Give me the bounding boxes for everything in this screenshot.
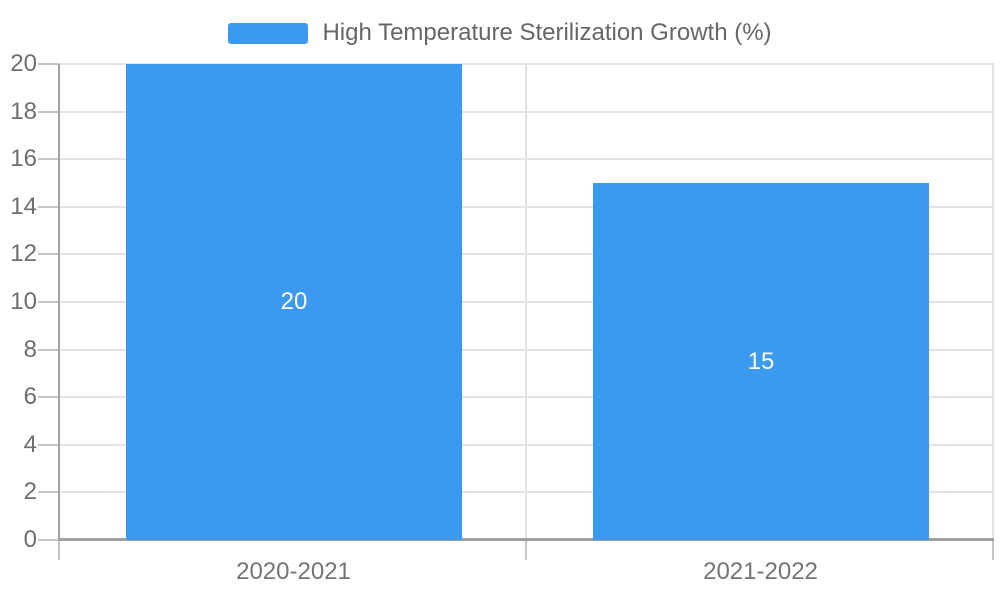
bar[interactable]: 15 xyxy=(593,183,929,540)
bar-value-label: 15 xyxy=(747,347,775,375)
y-grid-line xyxy=(60,63,994,65)
y-grid-line xyxy=(60,348,994,351)
y-axis-tick-label: 10 xyxy=(10,288,37,315)
y-axis-tick-label: 14 xyxy=(10,192,37,220)
y-axis-tick-mark xyxy=(38,63,60,65)
y-axis-line xyxy=(58,64,60,540)
y-axis-tick-label: 18 xyxy=(10,97,37,125)
y-axis-tick-mark xyxy=(38,539,60,541)
y-axis-tick-label: 2 xyxy=(23,478,37,506)
x-axis-category-label: 2021-2022 xyxy=(703,558,818,585)
y-axis-tick-mark xyxy=(38,443,60,446)
y-axis-tick-label: 6 xyxy=(23,383,37,411)
legend-swatch xyxy=(228,22,309,44)
x-axis-tick-mark xyxy=(58,540,60,560)
y-axis-tick-mark xyxy=(38,301,60,303)
y-axis-tick-mark xyxy=(38,253,60,256)
y-axis-tick-label: 20 xyxy=(10,50,37,77)
y-axis-tick-mark xyxy=(38,158,60,161)
x-axis-category-label: 2020-2021 xyxy=(236,558,351,585)
y-axis-tick-label: 0 xyxy=(23,526,37,553)
y-grid-line xyxy=(60,443,994,446)
y-axis-tick-mark xyxy=(38,110,60,113)
y-axis-tick-label: 12 xyxy=(10,240,37,268)
bar[interactable]: 20 xyxy=(126,64,462,540)
y-axis-tick-mark xyxy=(38,348,60,351)
y-grid-line xyxy=(60,253,994,256)
y-axis-tick-label: 8 xyxy=(23,335,37,363)
y-axis-tick-label: 4 xyxy=(23,430,37,458)
x-axis-line xyxy=(58,538,994,541)
y-grid-line xyxy=(60,301,994,303)
y-axis-tick-mark xyxy=(38,396,60,399)
bar-value-label: 20 xyxy=(280,288,308,315)
y-grid-line xyxy=(60,158,994,161)
x-axis-tick-mark xyxy=(992,540,994,560)
x-grid-line xyxy=(992,64,994,540)
legend-label: High Temperature Sterilization Growth (%… xyxy=(322,19,772,46)
y-grid-line xyxy=(60,396,994,399)
y-axis-tick-mark xyxy=(38,205,60,208)
y-grid-line xyxy=(60,205,994,208)
x-grid-line xyxy=(525,64,527,540)
x-axis-tick-mark xyxy=(525,540,527,560)
plot-area: 20 15 xyxy=(38,63,994,560)
y-grid-line xyxy=(60,110,994,113)
chart-legend[interactable]: High Temperature Sterilization Growth (%… xyxy=(0,21,1000,45)
y-axis-tick-mark xyxy=(38,491,60,494)
y-axis-tick-label: 16 xyxy=(10,145,37,173)
y-grid-line xyxy=(60,491,994,494)
